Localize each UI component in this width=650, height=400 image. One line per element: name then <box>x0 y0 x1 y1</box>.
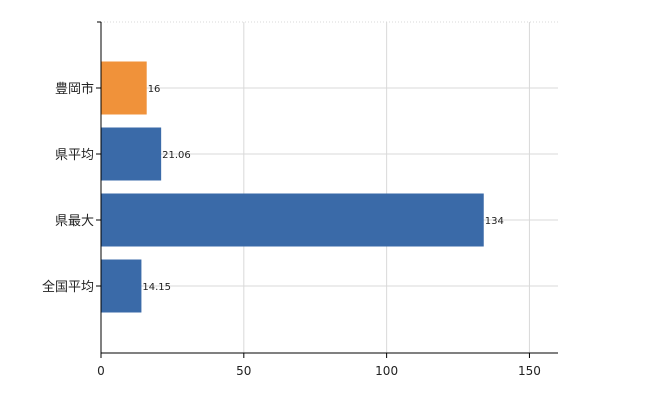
axis-layer <box>100 22 558 354</box>
bar-layer <box>101 61 484 313</box>
label-layer: 16 豊岡市 21.06 県平均 134 県最大 14.15 全国平均 0 50 100 150 <box>42 21 541 378</box>
bar <box>101 193 484 247</box>
category-label: 全国平均 <box>42 279 94 295</box>
grid-layer <box>101 21 558 353</box>
data-label: 134 <box>485 216 504 227</box>
category-label: 県平均 <box>55 148 94 163</box>
data-label: 21.06 <box>162 150 191 161</box>
x-tick-label: 50 <box>236 364 251 378</box>
category-label: 豊岡市 <box>55 81 94 97</box>
bar <box>101 259 142 313</box>
bar <box>101 127 162 181</box>
data-label: 16 <box>148 84 161 95</box>
x-tick-label: 100 <box>375 364 398 378</box>
bar <box>101 61 147 115</box>
x-tick-label: 150 <box>518 364 541 378</box>
data-label: 14.15 <box>142 282 171 293</box>
x-tick-label: 0 <box>97 364 105 378</box>
category-label: 県最大 <box>55 214 94 229</box>
